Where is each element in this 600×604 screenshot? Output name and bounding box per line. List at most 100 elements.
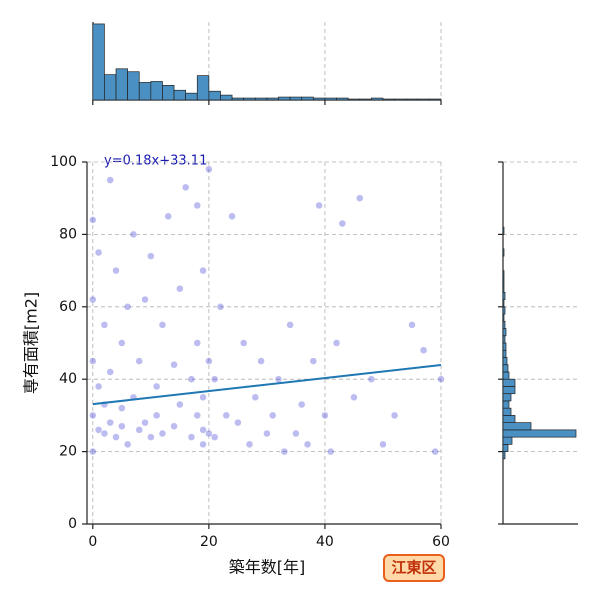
point: [94, 248, 103, 257]
hist-bar: [502, 328, 507, 337]
badge: 江東区: [391, 559, 436, 577]
y-tick-label: 60: [59, 299, 77, 315]
point: [106, 368, 114, 376]
x-axis-label: 築年数[年]: [229, 558, 306, 577]
hist-bar: [502, 306, 506, 315]
hist-bar: [502, 313, 505, 322]
hist-bar: [371, 97, 384, 101]
hist-bar: [502, 415, 516, 423]
point: [176, 284, 184, 293]
point: [297, 400, 306, 409]
point: [199, 426, 207, 434]
point: [437, 375, 445, 383]
badge-box: [383, 554, 445, 582]
hist-bar: [502, 393, 512, 402]
point: [292, 429, 300, 438]
x-tick-label: 0: [88, 534, 97, 550]
point: [147, 252, 155, 260]
point: [89, 411, 97, 420]
hist-bar: [502, 335, 506, 344]
point: [228, 212, 236, 221]
point: [193, 411, 202, 420]
hist-bar: [231, 97, 245, 101]
point: [100, 321, 109, 329]
hist-bar: [278, 96, 291, 101]
hist-bar: [336, 97, 349, 101]
point: [187, 433, 196, 441]
point: [431, 447, 439, 456]
hist-bar: [324, 97, 337, 101]
hist-bar: [254, 97, 268, 101]
hist-bar: [502, 226, 505, 235]
hist-bar: [162, 85, 175, 101]
x-tick-label: 60: [432, 534, 450, 550]
hist-bar: [92, 23, 105, 101]
point: [193, 339, 202, 347]
point: [332, 339, 341, 347]
hist-bar: [502, 422, 532, 431]
point: [181, 183, 190, 192]
x-tick-label: 40: [316, 534, 334, 550]
point: [205, 357, 213, 365]
hist-bar: [429, 98, 442, 101]
hist-bar: [502, 436, 513, 445]
point: [147, 433, 155, 441]
point: [315, 201, 323, 210]
point: [187, 375, 196, 383]
hist-bar: [150, 81, 163, 101]
hist-bar: [359, 98, 372, 101]
y-tick-label: 40: [59, 371, 77, 387]
hist-bar: [502, 378, 516, 387]
point: [141, 295, 149, 304]
point: [152, 411, 161, 420]
point: [268, 411, 277, 420]
point: [176, 400, 184, 409]
hist-bar: [382, 98, 395, 101]
point: [326, 447, 335, 456]
hist-bar: [173, 89, 187, 101]
point: [274, 375, 283, 383]
point: [100, 429, 109, 438]
x-tick-label: 20: [200, 534, 218, 550]
hist-bar: [502, 386, 516, 395]
point: [338, 219, 347, 228]
point: [170, 422, 178, 431]
point: [123, 303, 132, 311]
hist-bar: [196, 75, 210, 101]
hist-bar: [502, 291, 506, 300]
hist-bar: [502, 357, 508, 366]
hist-bar: [502, 299, 505, 308]
point: [286, 321, 294, 329]
point: [106, 176, 114, 184]
point: [419, 346, 428, 354]
point: [280, 447, 289, 456]
point: [118, 404, 126, 412]
annotation: y=0.18x+33.11: [104, 154, 207, 169]
point: [210, 433, 219, 441]
point: [123, 440, 132, 449]
point: [89, 295, 97, 304]
hist-bar: [502, 349, 507, 358]
hist-bar: [417, 98, 430, 101]
point: [263, 429, 271, 438]
point: [234, 418, 242, 427]
hist-bar: [138, 82, 152, 101]
hist-bar: [266, 97, 279, 101]
point: [118, 422, 126, 431]
point: [309, 357, 318, 365]
point: [135, 357, 143, 365]
point: [205, 165, 213, 173]
point: [89, 447, 97, 456]
hist-bar: [104, 74, 117, 101]
hist-bar: [243, 97, 256, 101]
hist-bar: [312, 97, 326, 101]
hist-bar: [502, 400, 510, 409]
point: [205, 429, 213, 438]
point: [245, 440, 254, 449]
point: [222, 411, 231, 420]
y-tick-label: 80: [59, 226, 77, 242]
point: [199, 393, 207, 402]
point: [303, 440, 312, 449]
hist-bar: [220, 94, 233, 101]
